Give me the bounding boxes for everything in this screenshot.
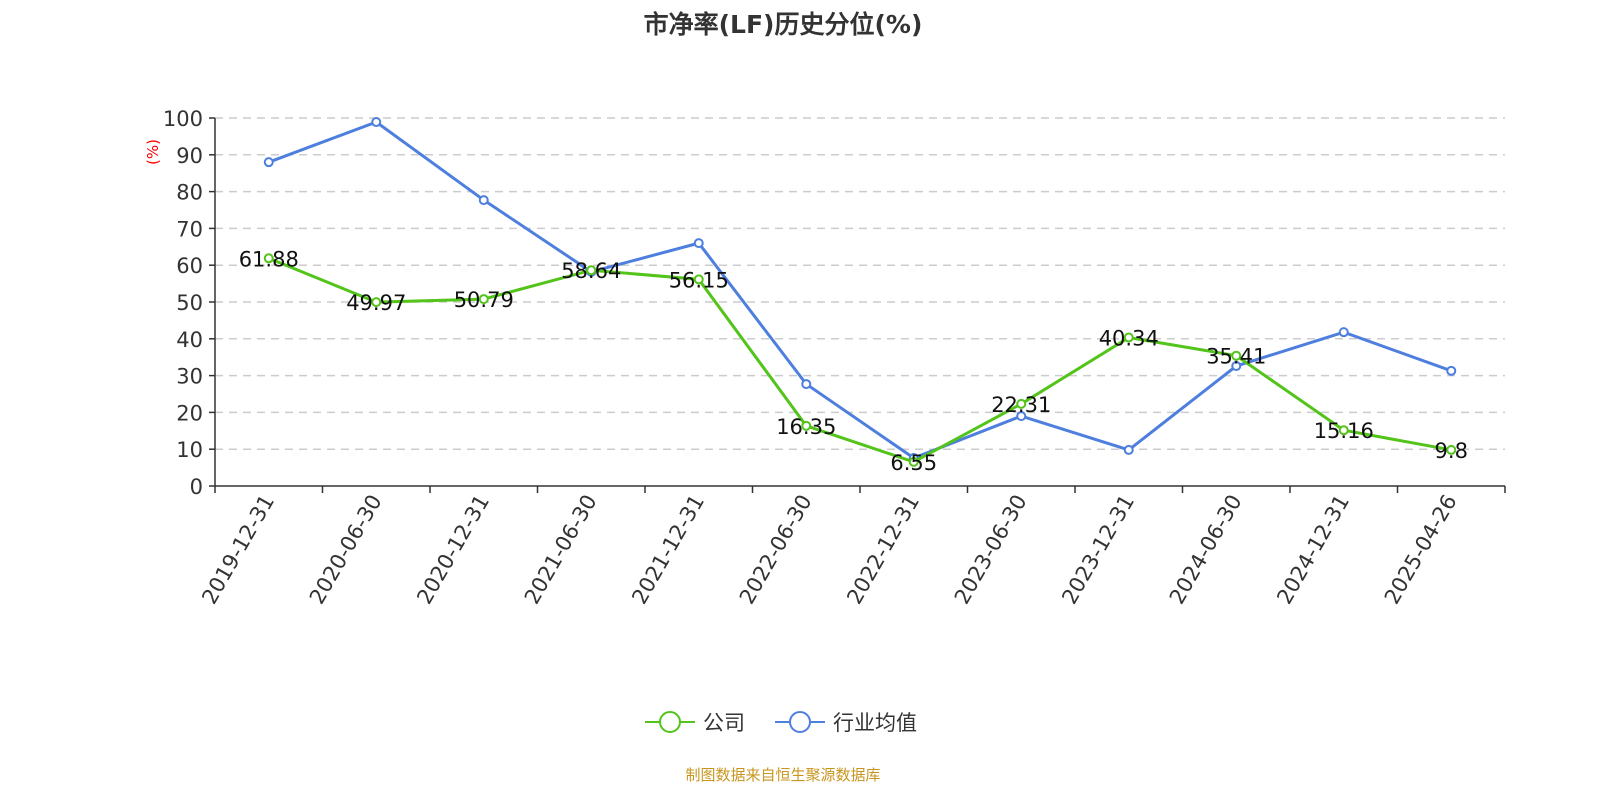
x-tick-label: 2019-12-31 bbox=[197, 491, 279, 609]
data-label: 22.31 bbox=[991, 393, 1051, 417]
data-point bbox=[1231, 361, 1242, 372]
data-point bbox=[1338, 425, 1349, 436]
data-label: 15.16 bbox=[1314, 419, 1374, 443]
x-tick-label: 2025-04-26 bbox=[1380, 491, 1462, 609]
y-tick-label: 30 bbox=[176, 365, 203, 389]
data-label: 56.15 bbox=[669, 268, 729, 292]
x-tick-label: 2023-12-31 bbox=[1057, 491, 1139, 609]
data-point bbox=[908, 456, 919, 467]
legend-marker-icon bbox=[659, 711, 681, 733]
legend-label: 公司 bbox=[703, 711, 745, 735]
series-industry-average bbox=[263, 117, 1457, 464]
x-tick-label: 2020-06-30 bbox=[305, 491, 387, 609]
legend-item[interactable]: 公司 bbox=[645, 711, 745, 735]
data-label: 9.8 bbox=[1435, 439, 1468, 463]
data-point bbox=[263, 253, 274, 264]
series: 61.88 49.97 50.79 58.64 56.15 16.35 6.55 22.31 4… bbox=[239, 117, 1468, 475]
data-point bbox=[586, 265, 597, 276]
data-point bbox=[478, 294, 489, 305]
axes: 0 10 20 30 40 50 60 70 80 90 100 2019-12-31 2020-06-… bbox=[163, 107, 1506, 609]
x-tick-label: 2023-06-30 bbox=[950, 491, 1032, 609]
series-company bbox=[263, 253, 1457, 467]
source-note: 制图数据来自恒生聚源数据库 bbox=[685, 766, 880, 784]
data-label: 35.41 bbox=[1206, 345, 1266, 369]
x-tick-label: 2020-12-31 bbox=[412, 491, 494, 609]
x-tick-label: 2021-06-30 bbox=[520, 491, 602, 609]
y-tick-label: 20 bbox=[176, 401, 203, 425]
data-point bbox=[1446, 365, 1457, 376]
data-label: 61.88 bbox=[239, 247, 299, 271]
x-tick-label: 2022-06-30 bbox=[735, 491, 817, 609]
x-tick-label: 2021-12-31 bbox=[627, 491, 709, 609]
data-point bbox=[801, 379, 812, 390]
y-tick-label: 10 bbox=[176, 438, 203, 462]
legend-marker-icon bbox=[789, 711, 811, 733]
legend-item[interactable]: 行业均值 bbox=[775, 711, 917, 735]
grid bbox=[215, 117, 1505, 450]
legend-label: 行业均值 bbox=[833, 711, 917, 735]
data-point bbox=[1338, 327, 1349, 338]
data-point bbox=[1231, 350, 1242, 361]
chart-title: 市净率(LF)历史分位(%) bbox=[644, 10, 923, 39]
series-line bbox=[268, 120, 1452, 460]
series-line bbox=[268, 256, 1452, 464]
y-tick-label: 80 bbox=[176, 181, 203, 205]
data-point bbox=[693, 274, 704, 285]
y-axis-label: (%) bbox=[144, 139, 162, 165]
data-point bbox=[1446, 444, 1457, 455]
y-tick-label: 0 bbox=[190, 475, 203, 499]
x-tick-label: 2024-06-30 bbox=[1165, 491, 1247, 609]
data-label: 49.97 bbox=[346, 291, 406, 315]
y-tick-label: 50 bbox=[176, 291, 203, 315]
y-tick-label: 90 bbox=[176, 144, 203, 168]
data-label: 40.34 bbox=[1099, 327, 1159, 351]
data-point bbox=[801, 420, 812, 431]
legend[interactable]: 公司 行业均值 bbox=[645, 711, 917, 735]
data-point bbox=[1016, 398, 1027, 409]
y-tick-label: 100 bbox=[163, 107, 203, 131]
data-point bbox=[1123, 444, 1134, 455]
data-point bbox=[1123, 332, 1134, 343]
data-label: 16.35 bbox=[776, 415, 836, 439]
data-label: 6.55 bbox=[890, 451, 937, 475]
y-tick-label: 60 bbox=[176, 254, 203, 278]
data-point bbox=[371, 297, 382, 308]
y-tick-label: 40 bbox=[176, 328, 203, 352]
data-label: 50.79 bbox=[454, 288, 514, 312]
y-tick-label: 70 bbox=[176, 217, 203, 241]
data-label: 58.64 bbox=[561, 259, 621, 283]
data-point bbox=[693, 238, 704, 249]
data-point bbox=[263, 157, 274, 168]
x-tick-label: 2022-12-31 bbox=[842, 491, 924, 609]
data-point bbox=[1016, 411, 1027, 422]
data-point bbox=[478, 195, 489, 206]
x-tick-label: 2024-12-31 bbox=[1272, 491, 1354, 609]
data-point bbox=[371, 117, 382, 128]
